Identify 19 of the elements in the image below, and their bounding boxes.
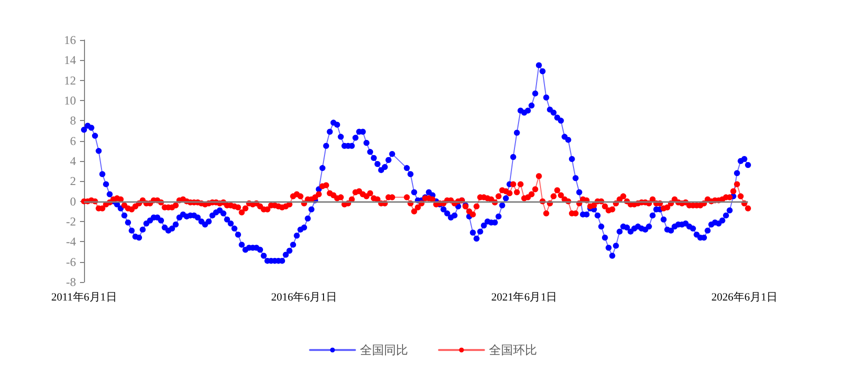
- legend-label: 全国同比: [360, 343, 408, 357]
- y-tick-label: 6: [70, 134, 76, 148]
- x-tick-label: 2016年6月1日: [271, 292, 338, 304]
- x-tick-label: 2011年6月1日: [51, 292, 117, 304]
- legend-label: 全国环比: [489, 343, 537, 357]
- y-tick-label: -6: [66, 254, 76, 269]
- x-tick-label: 2021年6月1日: [491, 292, 558, 304]
- y-tick-label: -4: [66, 234, 76, 249]
- y-tick-label: 16: [64, 33, 76, 47]
- y-tick-label: 14: [64, 53, 76, 68]
- y-tick-label: 8: [70, 114, 76, 128]
- y-tick-label: 12: [64, 73, 76, 88]
- y-tick-label: 10: [64, 94, 76, 108]
- y-tick-label: -8: [66, 275, 76, 289]
- x-tick-label: 2026年6月1日: [711, 292, 778, 304]
- y-tick-label: 0: [70, 194, 76, 208]
- y-tick-label: 2: [70, 174, 76, 188]
- y-tick-label: -2: [66, 214, 76, 228]
- y-tick-label: 4: [70, 154, 76, 168]
